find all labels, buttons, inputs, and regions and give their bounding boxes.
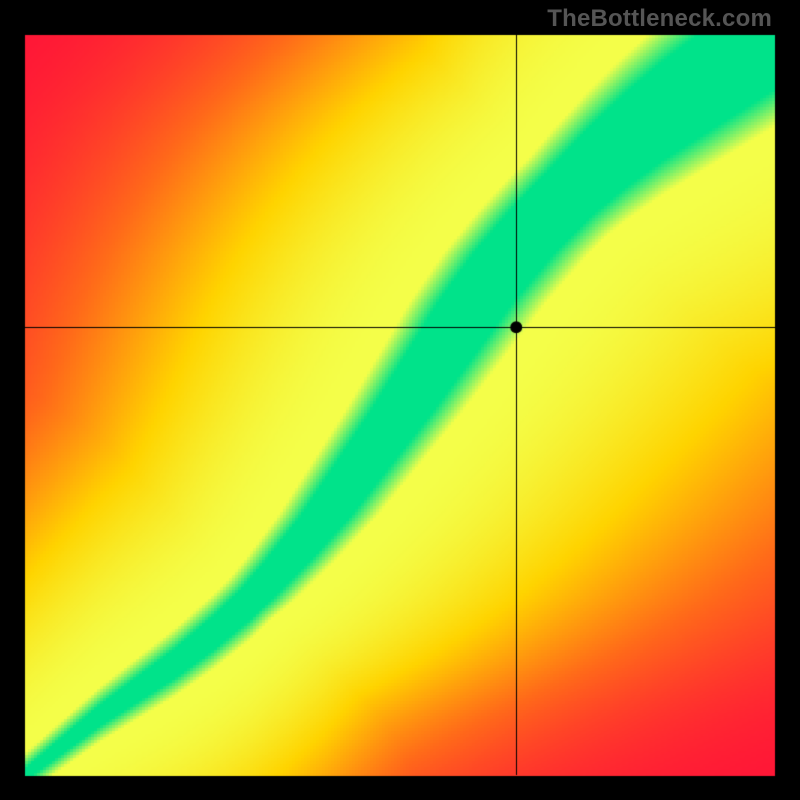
heatmap-canvas	[0, 0, 800, 800]
watermark-text: TheBottleneck.com	[547, 5, 772, 33]
